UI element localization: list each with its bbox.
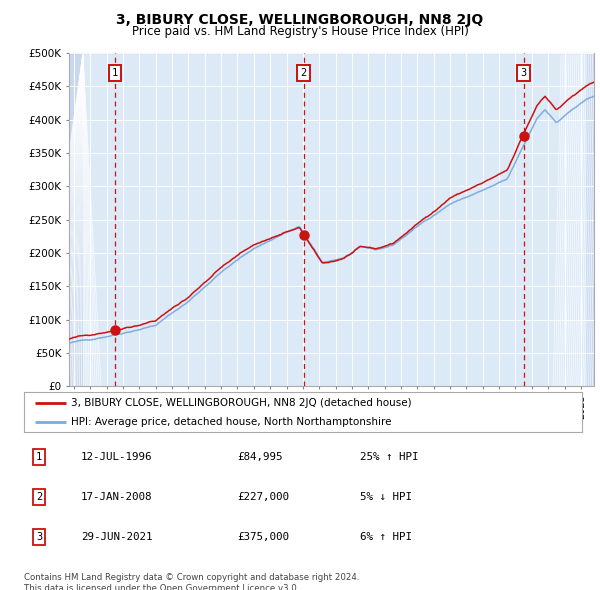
Text: Contains HM Land Registry data © Crown copyright and database right 2024.
This d: Contains HM Land Registry data © Crown c… (24, 573, 359, 590)
Text: 29-JUN-2021: 29-JUN-2021 (81, 532, 152, 542)
Text: HPI: Average price, detached house, North Northamptonshire: HPI: Average price, detached house, Nort… (71, 417, 392, 427)
Text: 3: 3 (36, 532, 42, 542)
Text: 1: 1 (36, 453, 42, 462)
Text: 2: 2 (36, 492, 42, 502)
Text: £227,000: £227,000 (237, 492, 289, 502)
Text: 6% ↑ HPI: 6% ↑ HPI (360, 532, 412, 542)
Text: 3, BIBURY CLOSE, WELLINGBOROUGH, NN8 2JQ: 3, BIBURY CLOSE, WELLINGBOROUGH, NN8 2JQ (116, 13, 484, 27)
Text: 3, BIBURY CLOSE, WELLINGBOROUGH, NN8 2JQ (detached house): 3, BIBURY CLOSE, WELLINGBOROUGH, NN8 2JQ… (71, 398, 412, 408)
Text: £375,000: £375,000 (237, 532, 289, 542)
Text: 5% ↓ HPI: 5% ↓ HPI (360, 492, 412, 502)
Text: 1: 1 (112, 68, 118, 78)
Text: Price paid vs. HM Land Registry's House Price Index (HPI): Price paid vs. HM Land Registry's House … (131, 25, 469, 38)
Text: 2: 2 (301, 68, 307, 78)
Text: 12-JUL-1996: 12-JUL-1996 (81, 453, 152, 462)
Text: 17-JAN-2008: 17-JAN-2008 (81, 492, 152, 502)
Text: £84,995: £84,995 (237, 453, 283, 462)
Text: 25% ↑ HPI: 25% ↑ HPI (360, 453, 419, 462)
Text: 3: 3 (520, 68, 527, 78)
